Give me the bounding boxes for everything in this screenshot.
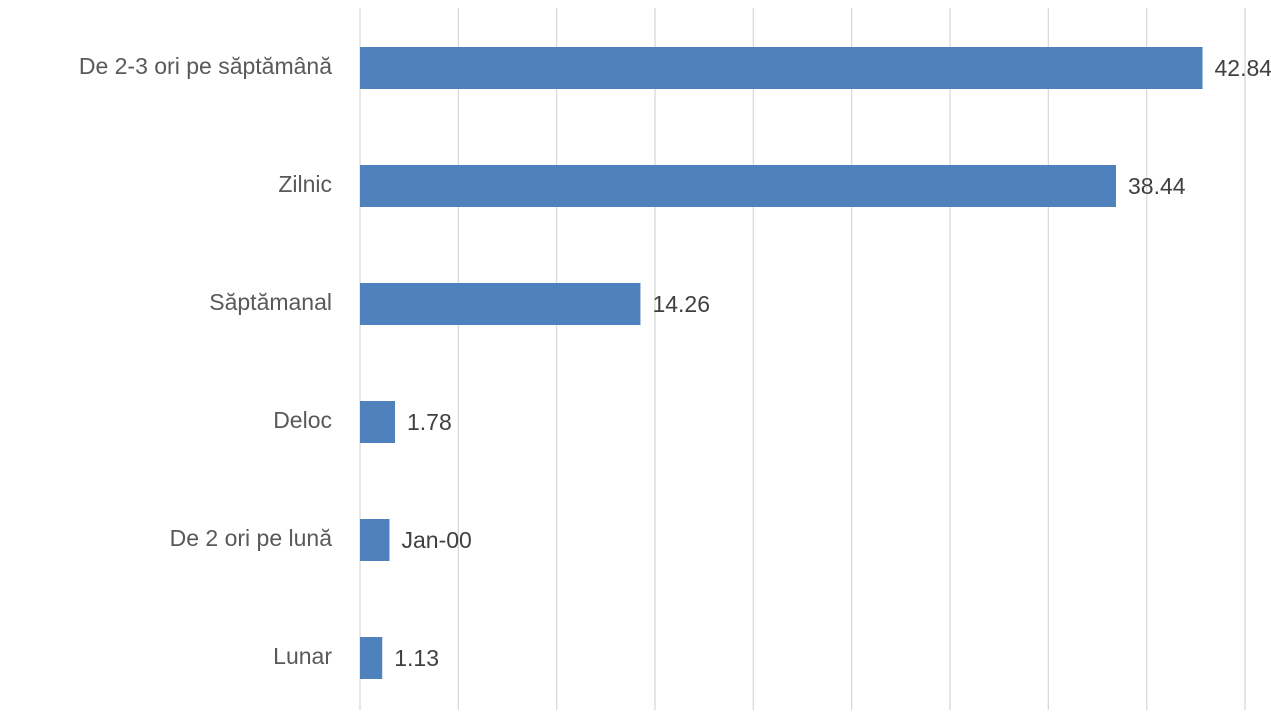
data-label: 38.44 [1128, 173, 1186, 199]
y-tick-label: Zilnic [278, 171, 332, 197]
data-label: 1.78 [407, 409, 452, 435]
y-tick-label: De 2-3 ori pe săptămână [79, 53, 332, 79]
bar [360, 519, 390, 561]
bar [360, 637, 383, 679]
bar [360, 47, 1203, 89]
data-label: 42.84 [1215, 55, 1271, 81]
y-tick-label: Lunar [273, 643, 332, 669]
y-tick-label: Săptămanal [209, 289, 332, 315]
data-label: 14.26 [652, 291, 710, 317]
y-tick-label: De 2 ori pe lună [170, 525, 333, 551]
bar [360, 401, 396, 443]
data-label: 1.13 [394, 645, 439, 671]
bar [360, 283, 641, 325]
data-label: Jan-00 [402, 527, 472, 553]
y-tick-label: Deloc [273, 407, 332, 433]
bar [360, 165, 1116, 207]
